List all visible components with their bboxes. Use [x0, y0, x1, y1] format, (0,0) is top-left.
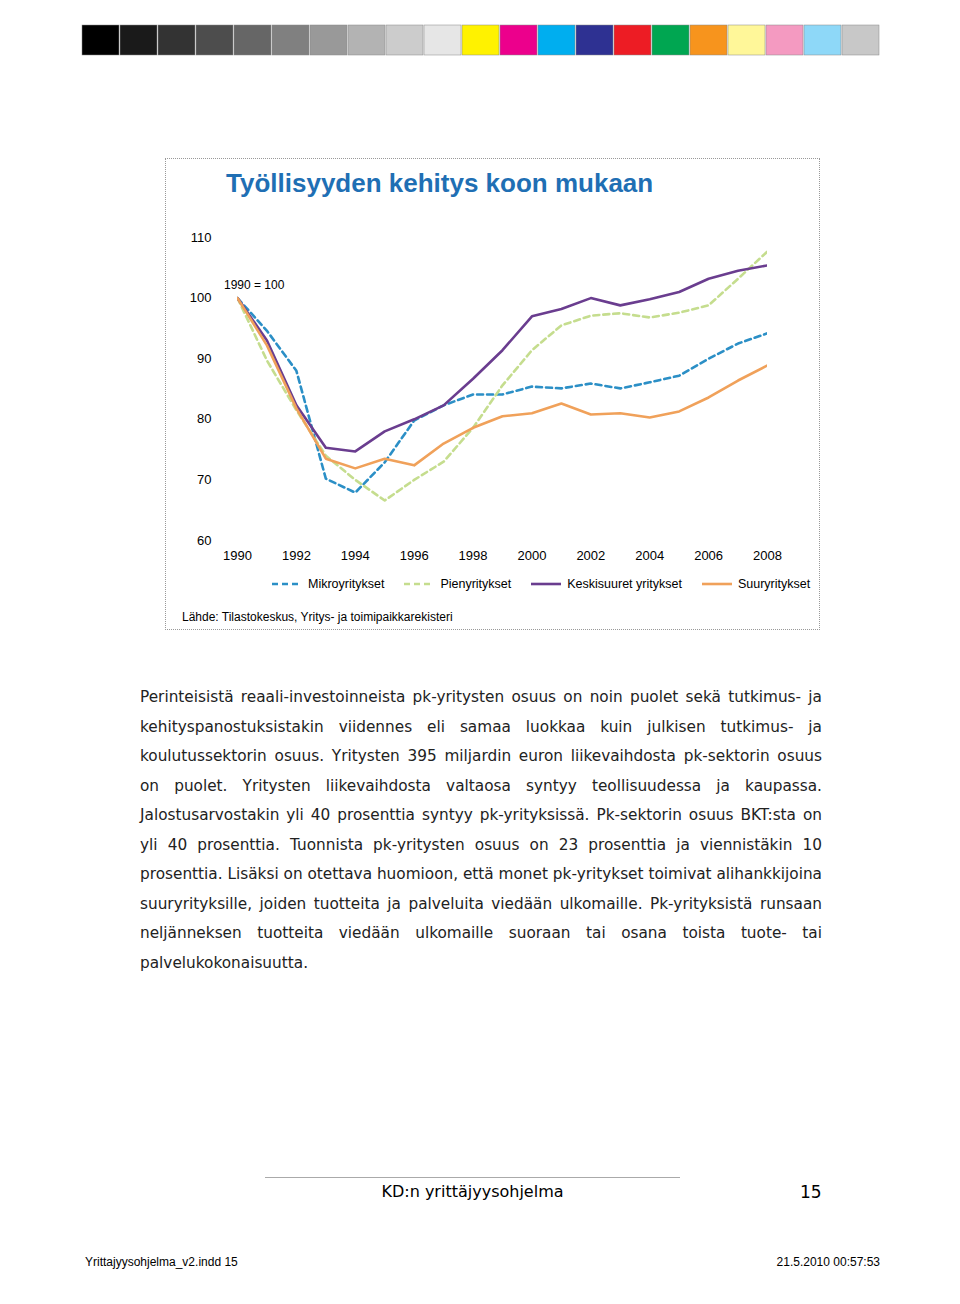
svg-text:1994: 1994 — [341, 548, 370, 563]
svg-text:2000: 2000 — [517, 548, 546, 563]
svg-text:80: 80 — [197, 411, 211, 426]
html-text:15: 15 — [800, 1182, 822, 1202]
html-text:Perinteisistä reaali-investoin: Perinteisistä reaali-investoinneista pk-… — [140, 688, 822, 972]
svg-text:2008: 2008 — [753, 548, 782, 563]
svg-text:1992: 1992 — [282, 548, 311, 563]
html-text:Lähde: Tilastokeskus, Yritys-: Lähde: Tilastokeskus, Yritys- ja toimipa… — [182, 610, 453, 624]
html-text:Työllisyyden kehitys koon muka: Työllisyyden kehitys koon mukaan — [226, 168, 654, 198]
svg-text:2002: 2002 — [576, 548, 605, 563]
html-text:Keskisuuret yritykset: Keskisuuret yritykset — [567, 577, 682, 591]
svg-text:2006: 2006 — [694, 548, 723, 563]
svg-text:90: 90 — [197, 351, 211, 366]
svg-text:1996: 1996 — [400, 548, 429, 563]
svg-text:100: 100 — [190, 290, 212, 305]
svg-text:70: 70 — [197, 472, 211, 487]
svg-text:2004: 2004 — [635, 548, 664, 563]
html-text:Suuryritykset: Suuryritykset — [737, 577, 811, 591]
svg-text:1998: 1998 — [459, 548, 488, 563]
html-text:1990 = 100: 1990 = 100 — [224, 278, 285, 292]
html-text:Mikroyritykset: Mikroyritykset — [308, 577, 385, 591]
svg-text:1990: 1990 — [223, 548, 252, 563]
html-text:21.5.2010 00:57:53: 21.5.2010 00:57:53 — [776, 1255, 880, 1269]
svg-text:110: 110 — [191, 230, 212, 245]
html-text:Yrittajyysohjelma_v2.indd 15: Yrittajyysohjelma_v2.indd 15 — [85, 1255, 238, 1269]
svg-text:60: 60 — [197, 533, 211, 548]
html-text:KD:n yrittäjyysohjelma: KD:n yrittäjyysohjelma — [381, 1182, 564, 1201]
html-text:Pienyritykset: Pienyritykset — [440, 577, 512, 591]
